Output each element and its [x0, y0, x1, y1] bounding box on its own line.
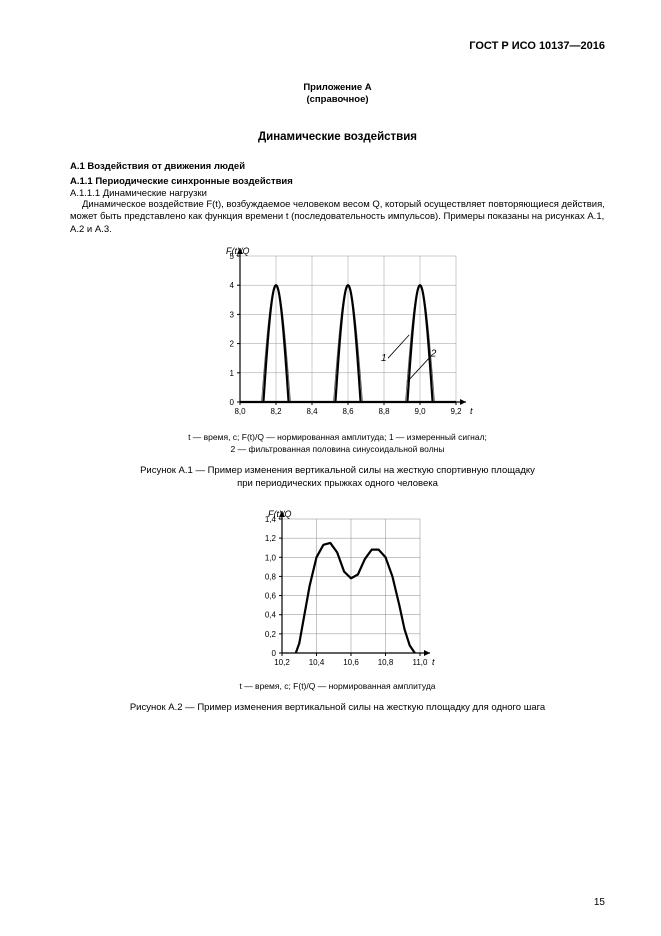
document-header: ГОСТ Р ИСО 10137—2016 — [70, 40, 605, 52]
svg-text:10,4: 10,4 — [308, 658, 324, 667]
figure-a1-note-line2: 2 — фильтрованная половина синусоидально… — [231, 444, 445, 454]
svg-text:2: 2 — [229, 340, 234, 349]
main-title: Динамические воздействия — [70, 131, 605, 143]
figure-a1-chart: 8,08,28,48,68,89,09,2012345F(t)/Qt12 — [198, 242, 478, 428]
svg-text:9,0: 9,0 — [414, 407, 426, 416]
svg-text:0,4: 0,4 — [264, 610, 276, 619]
heading-a1-1: А.1.1 Периодические синхронные воздейств… — [70, 176, 605, 187]
svg-text:4: 4 — [229, 281, 234, 290]
svg-text:F(t)/Q: F(t)/Q — [226, 246, 250, 256]
svg-text:10,6: 10,6 — [343, 658, 359, 667]
svg-text:1: 1 — [381, 353, 387, 364]
annex-subtitle: (справочное) — [70, 94, 605, 105]
svg-text:0,8: 0,8 — [264, 572, 276, 581]
annex-title: Приложение А — [70, 82, 605, 93]
svg-text:3: 3 — [229, 310, 234, 319]
figure-a1: 8,08,28,48,68,89,09,2012345F(t)/Qt12 — [70, 242, 605, 428]
svg-text:t: t — [432, 657, 435, 667]
figure-a2-note: t — время, с; F(t)/Q — нормированная амп… — [70, 681, 605, 692]
svg-text:8,0: 8,0 — [234, 407, 246, 416]
figure-a2-caption-text: Рисунок А.2 — Пример изменения вертикаль… — [130, 702, 545, 713]
svg-text:9,2: 9,2 — [450, 407, 462, 416]
figure-a1-note: t — время, с; F(t)/Q — нормированная амп… — [70, 432, 605, 455]
svg-text:2: 2 — [429, 349, 436, 360]
figure-a2: 10,210,410,610,811,000,20,40,60,81,01,21… — [70, 505, 605, 677]
svg-text:0,2: 0,2 — [264, 629, 276, 638]
svg-text:1,0: 1,0 — [264, 553, 276, 562]
svg-text:0,6: 0,6 — [264, 591, 276, 600]
svg-text:0: 0 — [229, 398, 234, 407]
heading-a1: А.1 Воздействия от движения людей — [70, 161, 605, 172]
svg-text:10,8: 10,8 — [377, 658, 393, 667]
figure-a1-caption: Рисунок А.1 — Пример изменения вертикаль… — [70, 465, 605, 491]
svg-text:10,2: 10,2 — [274, 658, 290, 667]
figure-a1-note-line1: t — время, с; F(t)/Q — нормированная амп… — [188, 432, 487, 442]
heading-a1-1-1: А.1.1.1 Динамические нагрузки — [70, 188, 605, 199]
svg-text:0: 0 — [271, 649, 276, 658]
figure-a1-caption-line1: Рисунок А.1 — Пример изменения вертикаль… — [140, 465, 535, 476]
page-number: 15 — [594, 897, 605, 908]
svg-text:11,0: 11,0 — [412, 658, 428, 667]
figure-a2-note-text: t — время, с; F(t)/Q — нормированная амп… — [239, 681, 435, 691]
figure-a2-caption: Рисунок А.2 — Пример изменения вертикаль… — [70, 702, 605, 715]
figure-a1-caption-line2: при периодических прыжках одного человек… — [237, 478, 438, 489]
svg-text:8,6: 8,6 — [342, 407, 354, 416]
svg-text:1,2: 1,2 — [264, 534, 276, 543]
svg-text:8,4: 8,4 — [306, 407, 318, 416]
svg-text:1: 1 — [229, 369, 234, 378]
svg-text:F(t)/Q: F(t)/Q — [268, 509, 292, 519]
svg-text:8,8: 8,8 — [378, 407, 390, 416]
figure-a2-chart: 10,210,410,610,811,000,20,40,60,81,01,21… — [238, 505, 438, 677]
paragraph-1: Динамическое воздействие F(t), возбуждае… — [70, 199, 605, 236]
svg-text:8,2: 8,2 — [270, 407, 282, 416]
svg-text:t: t — [470, 406, 473, 416]
